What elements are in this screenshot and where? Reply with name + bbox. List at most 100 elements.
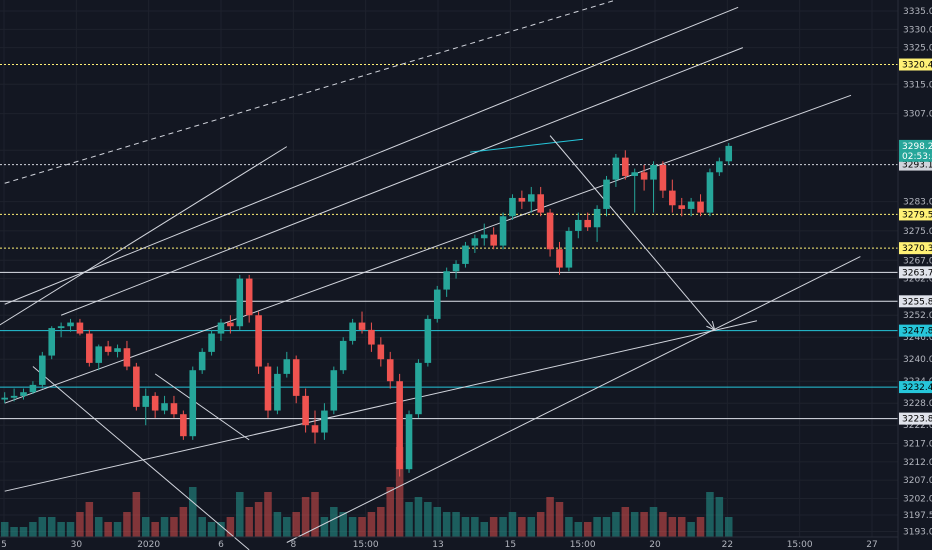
- volume-bar: [715, 497, 724, 537]
- candle-body: [556, 249, 563, 268]
- volume-bar: [724, 517, 733, 537]
- candle-body: [133, 366, 140, 407]
- volume-bar: [602, 517, 611, 537]
- volume-bar: [236, 492, 244, 537]
- time-tick-label: 15:00: [787, 540, 813, 550]
- volume-bar: [527, 517, 536, 537]
- volume-bar: [245, 507, 253, 537]
- candle-body: [612, 157, 620, 180]
- volume-bar: [292, 512, 300, 537]
- volume-bar: [433, 507, 442, 537]
- candle-body: [255, 315, 262, 367]
- price-tick-label: 3228.0: [903, 399, 932, 409]
- candle-body: [452, 263, 460, 272]
- trend-line[interactable]: [4, 0, 617, 184]
- price-level-tag-bg: [899, 324, 932, 337]
- volume-bar: [85, 502, 94, 537]
- volume-bar: [659, 512, 667, 537]
- volume-bar: [217, 522, 225, 537]
- volume-bar: [565, 517, 573, 537]
- trend-line[interactable]: [60, 47, 744, 316]
- candle-body: [631, 172, 639, 176]
- price-tick-label: 3330.0: [903, 25, 932, 35]
- trend-line[interactable]: [470, 138, 584, 153]
- candle-body: [330, 370, 338, 411]
- price-level-tag: 3320.4: [902, 61, 932, 71]
- time-tick-label: 20: [649, 540, 661, 550]
- volume-bar: [452, 512, 460, 537]
- price-level-tag-bg: [899, 412, 932, 425]
- trend-lines[interactable]: [0, 0, 861, 550]
- price-tick-label: 3217.0: [903, 440, 932, 450]
- volume-bar: [348, 517, 357, 537]
- price-level-tag: 3279.5: [902, 210, 932, 220]
- volume-bar: [76, 512, 84, 537]
- price-tick-label: 3267.0: [903, 256, 932, 266]
- candle-body: [161, 403, 168, 411]
- candle-body: [499, 216, 507, 246]
- candle-body: [189, 370, 197, 437]
- volume-bar: [132, 492, 141, 537]
- volume-bar: [29, 522, 37, 537]
- volume-bar: [668, 517, 677, 537]
- candle-body: [669, 190, 676, 206]
- candle-body: [527, 194, 535, 202]
- candle-body: [584, 219, 591, 228]
- candle-body: [622, 157, 629, 176]
- price-level-tag: 3263.7: [902, 268, 932, 278]
- candle-body: [283, 359, 291, 374]
- trend-line[interactable]: [0, 146, 288, 334]
- time-axis[interactable]: 5 30 2020 6 8 15:00 13 15 15:00 20 22 15:00 27: [0, 536, 898, 550]
- trend-line[interactable]: [32, 366, 250, 550]
- volume-bar: [189, 487, 197, 537]
- volume-bar: [47, 517, 56, 537]
- candle-body: [716, 161, 723, 173]
- arrow-line[interactable]: [549, 135, 716, 331]
- trend-line[interactable]: [286, 256, 861, 543]
- candles: [1, 142, 733, 477]
- volume-bar: [160, 517, 169, 537]
- time-tick-label: 22: [722, 540, 733, 550]
- candle-body: [697, 201, 704, 213]
- trend-line[interactable]: [154, 373, 250, 441]
- volume-bar: [480, 522, 489, 537]
- candle-body: [20, 392, 27, 396]
- time-tick-label: 15:00: [353, 540, 379, 550]
- trend-line[interactable]: [4, 320, 758, 492]
- volume-bar: [151, 522, 159, 537]
- candle-body: [358, 322, 366, 330]
- volume-bar: [583, 522, 592, 537]
- candle-body: [433, 289, 441, 319]
- volume-bar: [555, 502, 564, 537]
- candle-body: [443, 271, 450, 290]
- candle-body: [10, 395, 18, 398]
- countdown-tag: 02:53:51: [902, 152, 932, 162]
- candle-body: [236, 278, 244, 327]
- volume-bar: [414, 497, 423, 537]
- volume-bar: [696, 517, 705, 537]
- price-level-tag: 3232.4: [902, 383, 932, 393]
- last-price-tag-bg: [899, 139, 932, 152]
- price-tick-label: 3275.0: [903, 227, 932, 237]
- price-level-tag: 3293.1: [902, 161, 932, 171]
- trend-line[interactable]: [4, 94, 852, 404]
- candle-body: [415, 362, 422, 415]
- price-level-tag: 3223.8: [902, 415, 932, 425]
- trend-line[interactable]: [4, 6, 739, 305]
- price-tick-label: 3246.0: [903, 333, 932, 343]
- volume-bar: [706, 492, 714, 537]
- candle-body: [198, 351, 206, 371]
- candle-body: [311, 425, 319, 433]
- volume-bar: [405, 502, 413, 537]
- price-tick-label: 3307.0: [903, 110, 932, 120]
- candle-body: [377, 344, 385, 360]
- price-tick-label: 3252.0: [903, 311, 932, 321]
- candle-body: [245, 278, 253, 316]
- time-tick-label: 13: [432, 540, 443, 550]
- price-tick-label: 3240.0: [903, 355, 932, 365]
- candle-body: [170, 403, 178, 415]
- candle-body: [725, 145, 733, 162]
- volume-bar: [0, 522, 9, 537]
- volume-bar: [113, 522, 122, 537]
